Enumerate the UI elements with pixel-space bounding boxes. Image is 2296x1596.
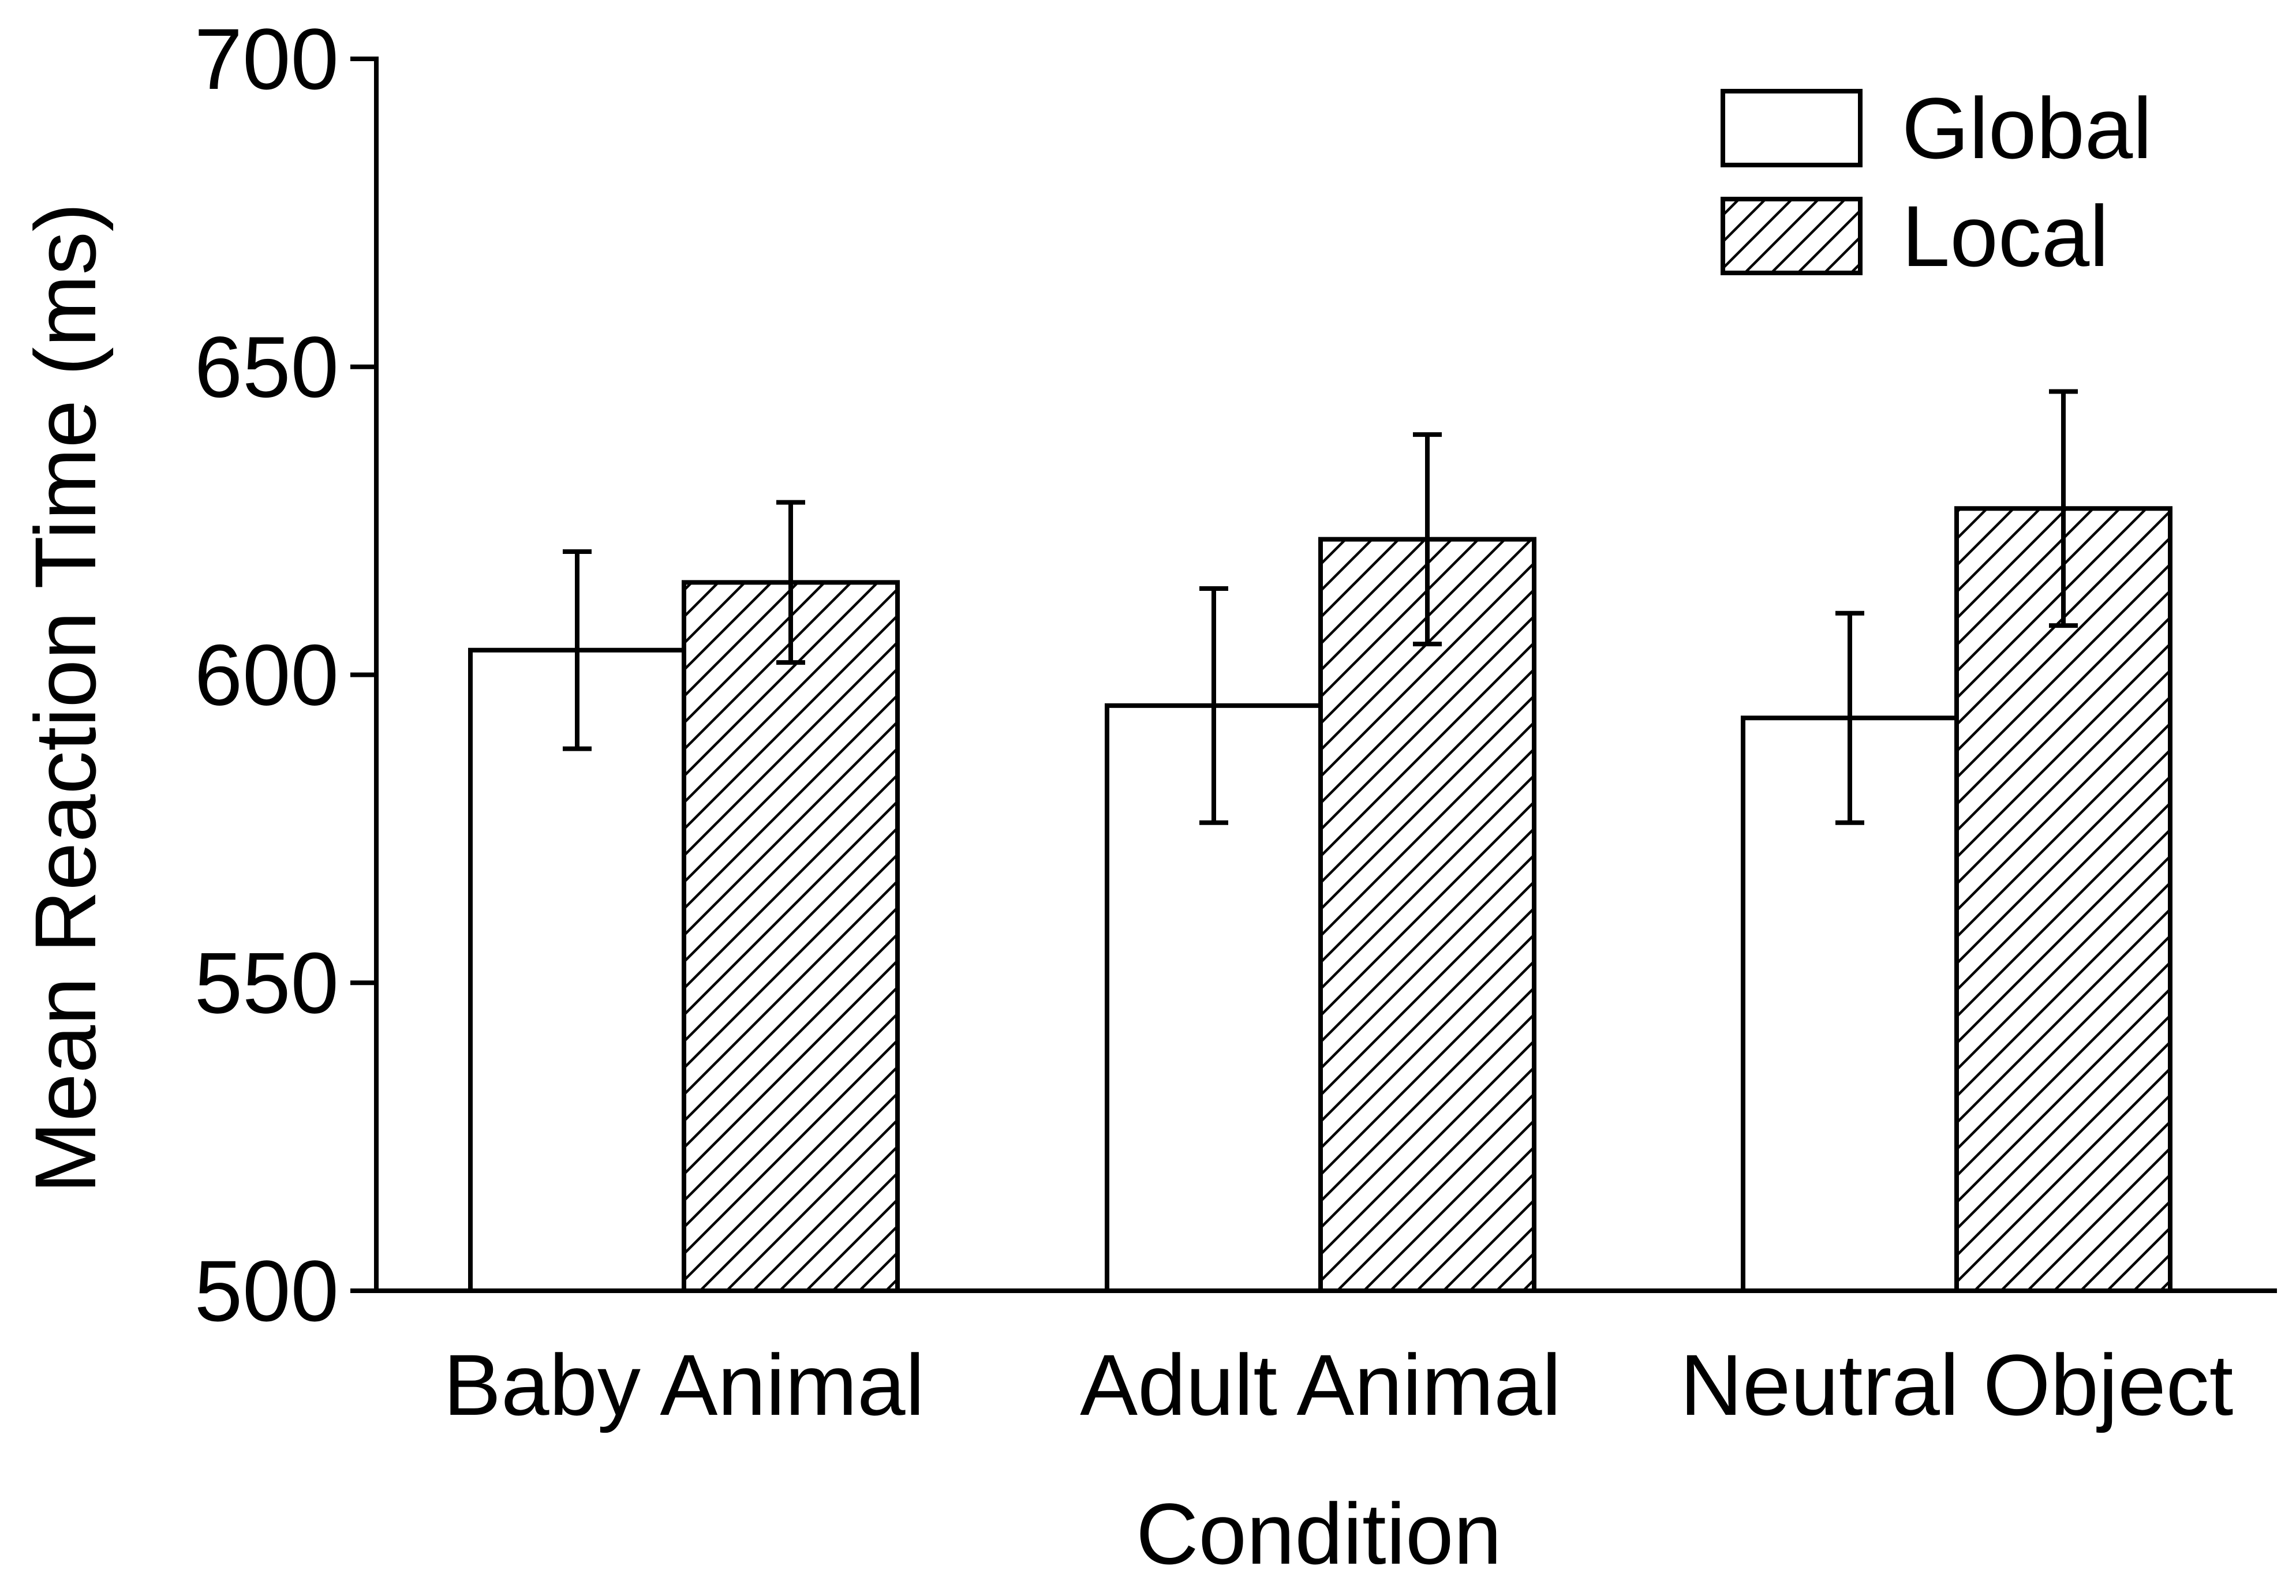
legend: Global Local [1721,80,2152,284]
y-tick-label-500: 500 [195,1242,339,1339]
y-tick-label-700: 700 [195,10,339,107]
legend-label-local: Local [1902,188,2109,284]
x-tick-label-0: Baby Animal [443,1336,925,1433]
y-tick-label-600: 600 [195,627,339,724]
y-tick-label-650: 650 [195,319,339,415]
legend-label-global: Global [1902,80,2152,177]
x-tick-label-1: Adult Animal [1080,1336,1561,1433]
bar-local-fill-1 [1321,539,1534,1291]
bar-local-fill-2 [1957,508,2170,1291]
legend-swatch-local [1721,197,1863,275]
y-tick-label-550: 550 [195,934,339,1031]
bar-local-fill-0 [684,582,898,1291]
y-axis-label: Mean Reaction Time (ms) [17,203,114,1193]
x-axis-label: Condition [1136,1485,1502,1582]
legend-swatch-global [1721,89,1863,167]
x-tick-label-2: Neutral Object [1680,1336,2234,1433]
